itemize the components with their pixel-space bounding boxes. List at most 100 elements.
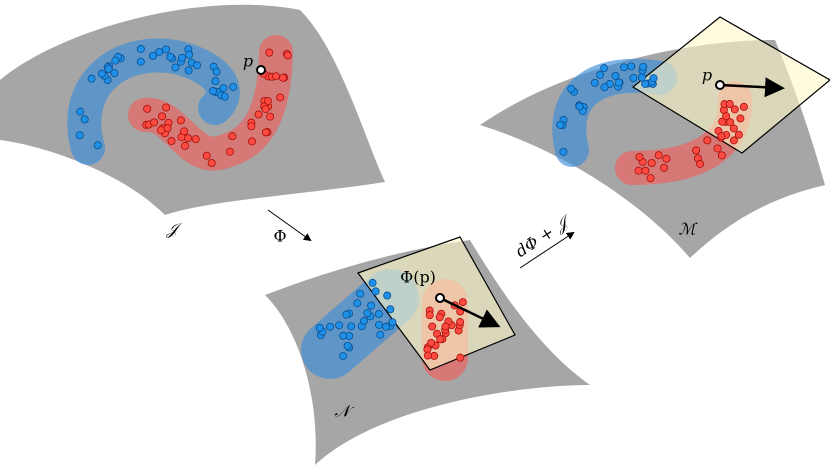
sample-point xyxy=(162,45,171,54)
sample-point xyxy=(202,151,211,160)
sample-point xyxy=(208,86,217,95)
sample-point xyxy=(353,299,362,308)
sample-point xyxy=(356,289,365,298)
sample-point xyxy=(220,92,229,101)
sample-point xyxy=(263,97,272,106)
sample-point xyxy=(717,151,726,160)
sample-point xyxy=(726,118,735,127)
sample-point xyxy=(739,102,748,111)
sample-point xyxy=(162,103,171,112)
sample-point xyxy=(654,151,663,160)
sample-point xyxy=(703,136,712,145)
sample-point xyxy=(386,305,395,314)
sample-point xyxy=(456,353,465,362)
tangent-plane xyxy=(357,236,516,371)
sample-point xyxy=(276,93,285,102)
sample-point xyxy=(383,291,392,300)
sample-point xyxy=(627,62,636,71)
sample-point xyxy=(381,322,390,331)
sample-point xyxy=(111,56,120,65)
sample-point xyxy=(335,321,344,330)
sample-point xyxy=(596,70,605,79)
sample-point xyxy=(575,102,584,111)
sample-point xyxy=(375,320,384,329)
sample-point xyxy=(80,115,89,124)
sample-point xyxy=(436,335,445,344)
sample-point xyxy=(339,351,348,360)
sample-point xyxy=(567,84,576,93)
sample-point xyxy=(376,330,385,339)
sample-point xyxy=(734,130,743,139)
sample-point xyxy=(228,132,237,141)
sample-point xyxy=(167,137,176,146)
sample-point xyxy=(359,317,368,326)
sample-point xyxy=(75,131,84,140)
sample-point xyxy=(97,69,106,78)
sample-point xyxy=(342,310,351,319)
map-arrow xyxy=(519,231,575,269)
sample-point xyxy=(559,147,568,156)
point xyxy=(435,293,445,303)
sample-point xyxy=(347,322,356,331)
sample-point xyxy=(368,278,377,287)
sample-point xyxy=(428,322,437,331)
sample-point xyxy=(713,144,722,153)
sample-point xyxy=(620,63,629,72)
sample-point xyxy=(339,331,348,340)
sample-point xyxy=(184,66,193,75)
map-arrow xyxy=(267,209,312,242)
sample-point xyxy=(266,112,275,121)
sample-point xyxy=(363,309,372,318)
sample-point xyxy=(261,128,270,137)
sample-point xyxy=(649,74,658,83)
sample-point xyxy=(614,78,623,87)
sample-point xyxy=(163,124,172,133)
sample-point xyxy=(265,48,274,57)
point-label: p xyxy=(243,52,253,71)
sample-point xyxy=(343,341,352,350)
arrow-label: dΦ + 𝒥 xyxy=(512,210,576,261)
sample-point xyxy=(180,141,189,150)
sample-point xyxy=(646,174,655,183)
sample-point xyxy=(556,120,565,129)
sample-point xyxy=(374,310,383,319)
sample-point xyxy=(219,84,228,93)
sample-point xyxy=(158,112,167,121)
sample-point xyxy=(104,64,113,73)
sample-point xyxy=(660,163,669,172)
sample-point xyxy=(180,127,189,136)
manifold-label: 𝒩 xyxy=(334,402,354,421)
manifold-label: 𝒥 xyxy=(165,220,183,239)
sample-point xyxy=(423,351,432,360)
sample-point xyxy=(225,147,234,156)
point-label: Φ(p) xyxy=(400,268,436,287)
sample-point xyxy=(641,79,650,88)
sample-point xyxy=(212,67,221,76)
point xyxy=(256,65,266,75)
sample-point xyxy=(279,73,288,82)
sample-point xyxy=(635,152,644,161)
sample-point xyxy=(590,78,599,87)
sample-point xyxy=(254,110,263,119)
sample-point xyxy=(326,322,335,331)
sample-point xyxy=(150,118,159,127)
sample-point xyxy=(456,318,465,327)
sample-point xyxy=(725,100,734,109)
sample-point xyxy=(155,47,164,56)
sample-point xyxy=(76,107,85,116)
sample-point xyxy=(191,135,200,144)
sample-point xyxy=(207,158,216,167)
surface xyxy=(0,4,385,215)
sample-point xyxy=(425,311,434,320)
sample-point xyxy=(143,104,152,113)
sample-point xyxy=(261,105,270,114)
sample-point xyxy=(692,146,701,155)
sample-point xyxy=(136,57,145,66)
sample-point xyxy=(729,136,738,145)
sample-point xyxy=(600,83,609,92)
sample-point xyxy=(283,51,292,60)
sample-point xyxy=(696,159,705,168)
tangent-vector xyxy=(439,296,501,328)
sample-point xyxy=(729,124,738,133)
sample-point xyxy=(458,298,467,307)
